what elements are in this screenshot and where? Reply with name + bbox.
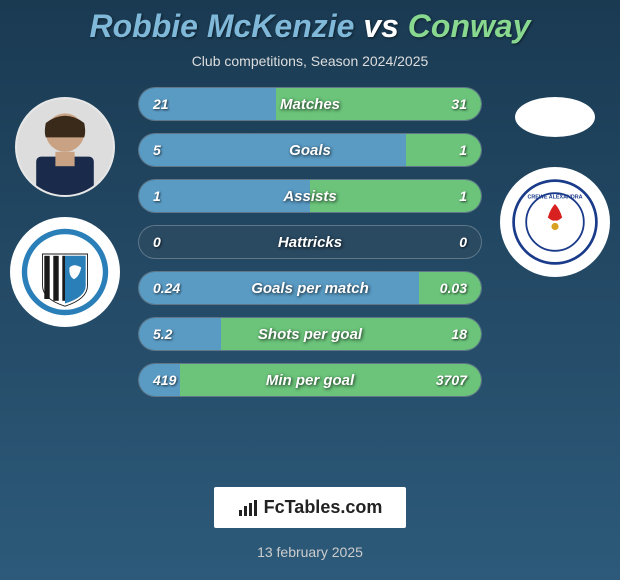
stat-value-left: 0.24 [153, 280, 180, 296]
content-row: 21 Matches 31 5 Goals 1 1 Assists 1 0 Hattricks 0 0.… [0, 87, 620, 467]
avatar-placeholder-icon [17, 99, 113, 195]
page-title: Robbie McKenzie vs Conway [90, 8, 531, 45]
stat-value-right: 0 [459, 234, 467, 250]
stat-label: Shots per goal [258, 326, 362, 343]
stat-value-left: 0 [153, 234, 161, 250]
player1-name: Robbie McKenzie [90, 8, 355, 44]
stat-value-right: 1 [459, 142, 467, 158]
bar-fill-left [139, 134, 406, 166]
stat-value-right: 18 [451, 326, 467, 342]
stat-bar: 1 Assists 1 [138, 179, 482, 213]
stat-bar: 5 Goals 1 [138, 133, 482, 167]
stat-label: Goals per match [251, 280, 369, 297]
stat-bar: 5.2 Shots per goal 18 [138, 317, 482, 351]
comparison-card: Robbie McKenzie vs Conway Club competiti… [0, 0, 620, 580]
stat-label: Goals [289, 142, 331, 159]
stat-value-right: 3707 [436, 372, 467, 388]
stat-bar: 419 Min per goal 3707 [138, 363, 482, 397]
stat-value-left: 1 [153, 188, 161, 204]
player2-name: Conway [408, 8, 531, 44]
player2-avatar [515, 97, 595, 137]
gillingham-badge-icon [20, 227, 110, 317]
stat-value-left: 5.2 [153, 326, 172, 342]
logo-text: FcTables.com [264, 497, 383, 518]
left-column [0, 87, 130, 327]
stat-bar: 0 Hattricks 0 [138, 225, 482, 259]
stat-value-right: 31 [451, 96, 467, 112]
crewe-badge-icon: CREWE ALEXANDRA [510, 177, 600, 267]
subtitle: Club competitions, Season 2024/2025 [192, 53, 429, 69]
right-column: CREWE ALEXANDRA [490, 87, 620, 277]
stat-value-right: 0.03 [440, 280, 467, 296]
stat-value-left: 419 [153, 372, 176, 388]
date-text: 13 february 2025 [257, 544, 363, 560]
chart-icon [238, 500, 258, 516]
club1-badge [10, 217, 120, 327]
stat-bars: 21 Matches 31 5 Goals 1 1 Assists 1 0 Hattricks 0 0.… [130, 87, 490, 397]
bar-fill-right [406, 134, 481, 166]
stat-value-left: 5 [153, 142, 161, 158]
stat-bar: 0.24 Goals per match 0.03 [138, 271, 482, 305]
stat-label: Matches [280, 96, 340, 113]
footer: FcTables.com 13 february 2025 [214, 467, 407, 580]
fctables-logo[interactable]: FcTables.com [214, 487, 407, 528]
stat-label: Hattricks [278, 234, 342, 251]
vs-text: vs [363, 8, 399, 44]
stat-value-left: 21 [153, 96, 169, 112]
stat-label: Min per goal [266, 372, 354, 389]
svg-text:CREWE ALEXANDRA: CREWE ALEXANDRA [527, 195, 582, 201]
bar-fill-left [139, 318, 221, 350]
stat-value-right: 1 [459, 188, 467, 204]
stat-bar: 21 Matches 31 [138, 87, 482, 121]
stat-label: Assists [283, 188, 336, 205]
club2-badge: CREWE ALEXANDRA [500, 167, 610, 277]
player1-avatar [15, 97, 115, 197]
